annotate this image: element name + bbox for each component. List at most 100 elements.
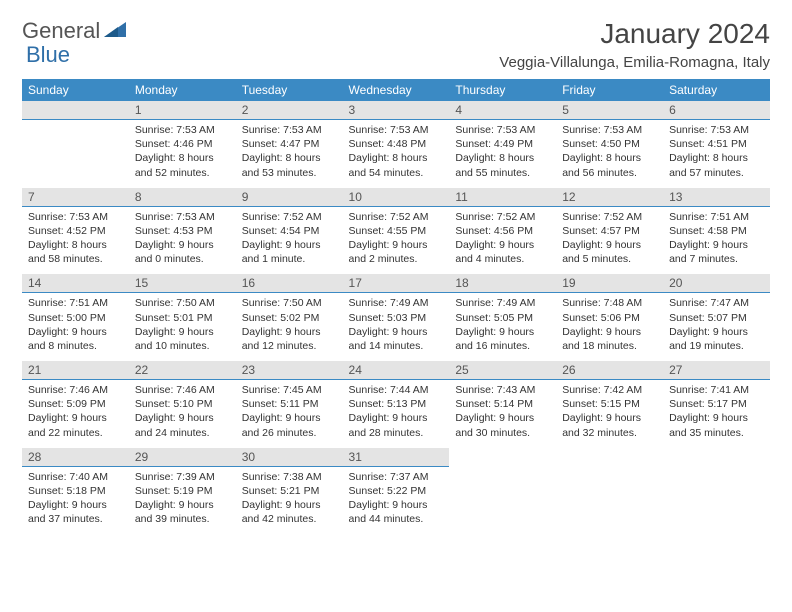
- day-info: Sunrise: 7:38 AMSunset: 5:21 PMDaylight:…: [236, 467, 343, 535]
- sunset-text: Sunset: 4:48 PM: [349, 137, 444, 151]
- day-number: 26: [556, 361, 663, 380]
- sunset-text: Sunset: 4:46 PM: [135, 137, 230, 151]
- daylight-text: Daylight: 9 hours and 16 minutes.: [455, 325, 550, 353]
- day-info: Sunrise: 7:52 AMSunset: 4:57 PMDaylight:…: [556, 207, 663, 275]
- sunrise-text: Sunrise: 7:52 AM: [455, 210, 550, 224]
- sunrise-text: Sunrise: 7:46 AM: [28, 383, 123, 397]
- sunrise-text: Sunrise: 7:48 AM: [562, 296, 657, 310]
- day-number: 31: [343, 448, 450, 467]
- day-number: 24: [343, 361, 450, 380]
- day-info: Sunrise: 7:51 AMSunset: 4:58 PMDaylight:…: [663, 207, 770, 275]
- day-number: 18: [449, 274, 556, 293]
- sunrise-text: Sunrise: 7:53 AM: [135, 210, 230, 224]
- daylight-text: Daylight: 9 hours and 12 minutes.: [242, 325, 337, 353]
- sunset-text: Sunset: 5:15 PM: [562, 397, 657, 411]
- sunrise-text: Sunrise: 7:52 AM: [349, 210, 444, 224]
- daylight-text: Daylight: 9 hours and 39 minutes.: [135, 498, 230, 526]
- day-cell: 23Sunrise: 7:45 AMSunset: 5:11 PMDayligh…: [236, 361, 343, 448]
- page-title: January 2024: [499, 18, 770, 50]
- logo: General: [22, 18, 128, 44]
- day-header-row: Sunday Monday Tuesday Wednesday Thursday…: [22, 79, 770, 101]
- day-number: 30: [236, 448, 343, 467]
- daylight-text: Daylight: 8 hours and 53 minutes.: [242, 151, 337, 179]
- day-number: 13: [663, 188, 770, 207]
- day-cell: 22Sunrise: 7:46 AMSunset: 5:10 PMDayligh…: [129, 361, 236, 448]
- day-cell: 29Sunrise: 7:39 AMSunset: 5:19 PMDayligh…: [129, 448, 236, 535]
- day-info: Sunrise: 7:46 AMSunset: 5:10 PMDaylight:…: [129, 380, 236, 448]
- daylight-text: Daylight: 9 hours and 5 minutes.: [562, 238, 657, 266]
- sunrise-text: Sunrise: 7:53 AM: [135, 123, 230, 137]
- day-number: 2: [236, 101, 343, 120]
- day-info: Sunrise: 7:49 AMSunset: 5:03 PMDaylight:…: [343, 293, 450, 361]
- day-number: 5: [556, 101, 663, 120]
- empty-day-info: [22, 120, 129, 145]
- daylight-text: Daylight: 8 hours and 55 minutes.: [455, 151, 550, 179]
- day-cell: 31Sunrise: 7:37 AMSunset: 5:22 PMDayligh…: [343, 448, 450, 535]
- sunset-text: Sunset: 4:51 PM: [669, 137, 764, 151]
- sunset-text: Sunset: 4:55 PM: [349, 224, 444, 238]
- day-info: Sunrise: 7:53 AMSunset: 4:48 PMDaylight:…: [343, 120, 450, 188]
- day-cell: 8Sunrise: 7:53 AMSunset: 4:53 PMDaylight…: [129, 188, 236, 275]
- day-cell: 15Sunrise: 7:50 AMSunset: 5:01 PMDayligh…: [129, 274, 236, 361]
- day-number: 8: [129, 188, 236, 207]
- sunrise-text: Sunrise: 7:50 AM: [242, 296, 337, 310]
- sunset-text: Sunset: 5:02 PM: [242, 311, 337, 325]
- day-number: 3: [343, 101, 450, 120]
- sunset-text: Sunset: 5:13 PM: [349, 397, 444, 411]
- day-cell: 28Sunrise: 7:40 AMSunset: 5:18 PMDayligh…: [22, 448, 129, 535]
- location: Veggia-Villalunga, Emilia-Romagna, Italy: [499, 54, 770, 71]
- day-number: 15: [129, 274, 236, 293]
- logo-triangle-icon: [104, 20, 126, 43]
- week-row: 28Sunrise: 7:40 AMSunset: 5:18 PMDayligh…: [22, 448, 770, 535]
- sunset-text: Sunset: 5:14 PM: [455, 397, 550, 411]
- day-cell: 3Sunrise: 7:53 AMSunset: 4:48 PMDaylight…: [343, 101, 450, 188]
- day-number: 11: [449, 188, 556, 207]
- day-header: Saturday: [663, 79, 770, 101]
- daylight-text: Daylight: 9 hours and 7 minutes.: [669, 238, 764, 266]
- sunrise-text: Sunrise: 7:53 AM: [242, 123, 337, 137]
- day-number: 20: [663, 274, 770, 293]
- sunset-text: Sunset: 4:56 PM: [455, 224, 550, 238]
- daylight-text: Daylight: 9 hours and 30 minutes.: [455, 411, 550, 439]
- sunset-text: Sunset: 5:09 PM: [28, 397, 123, 411]
- day-header: Monday: [129, 79, 236, 101]
- day-info: Sunrise: 7:52 AMSunset: 4:56 PMDaylight:…: [449, 207, 556, 275]
- week-row: 21Sunrise: 7:46 AMSunset: 5:09 PMDayligh…: [22, 361, 770, 448]
- calendar-table: Sunday Monday Tuesday Wednesday Thursday…: [22, 79, 770, 534]
- day-cell: 14Sunrise: 7:51 AMSunset: 5:00 PMDayligh…: [22, 274, 129, 361]
- sunrise-text: Sunrise: 7:50 AM: [135, 296, 230, 310]
- day-info: Sunrise: 7:46 AMSunset: 5:09 PMDaylight:…: [22, 380, 129, 448]
- sunset-text: Sunset: 5:06 PM: [562, 311, 657, 325]
- day-cell: 2 Sunrise: 7:53 AMSunset: 4:47 PMDaylight…: [236, 101, 343, 188]
- day-number: 4: [449, 101, 556, 120]
- sunset-text: Sunset: 5:05 PM: [455, 311, 550, 325]
- daylight-text: Daylight: 9 hours and 8 minutes.: [28, 325, 123, 353]
- sunrise-text: Sunrise: 7:37 AM: [349, 470, 444, 484]
- day-cell: 13Sunrise: 7:51 AMSunset: 4:58 PMDayligh…: [663, 188, 770, 275]
- daylight-text: Daylight: 9 hours and 14 minutes.: [349, 325, 444, 353]
- day-info: Sunrise: 7:44 AMSunset: 5:13 PMDaylight:…: [343, 380, 450, 448]
- daylight-text: Daylight: 9 hours and 28 minutes.: [349, 411, 444, 439]
- daylight-text: Daylight: 8 hours and 52 minutes.: [135, 151, 230, 179]
- day-info: Sunrise: 7:53 AMSunset: 4:46 PMDaylight:…: [129, 120, 236, 188]
- day-cell: 16Sunrise: 7:50 AMSunset: 5:02 PMDayligh…: [236, 274, 343, 361]
- daylight-text: Daylight: 9 hours and 19 minutes.: [669, 325, 764, 353]
- page-header: General January 2024 Veggia-Villalunga, …: [22, 18, 770, 71]
- sunrise-text: Sunrise: 7:46 AM: [135, 383, 230, 397]
- sunset-text: Sunset: 4:57 PM: [562, 224, 657, 238]
- sunrise-text: Sunrise: 7:49 AM: [349, 296, 444, 310]
- day-header: Wednesday: [343, 79, 450, 101]
- sunset-text: Sunset: 5:07 PM: [669, 311, 764, 325]
- daylight-text: Daylight: 9 hours and 2 minutes.: [349, 238, 444, 266]
- sunrise-text: Sunrise: 7:52 AM: [242, 210, 337, 224]
- day-header: Tuesday: [236, 79, 343, 101]
- day-number: 22: [129, 361, 236, 380]
- day-cell: [556, 448, 663, 535]
- sunset-text: Sunset: 4:47 PM: [242, 137, 337, 151]
- day-cell: 1Sunrise: 7:53 AMSunset: 4:46 PMDaylight…: [129, 101, 236, 188]
- day-cell: 4Sunrise: 7:53 AMSunset: 4:49 PMDaylight…: [449, 101, 556, 188]
- day-number: 27: [663, 361, 770, 380]
- day-info: Sunrise: 7:50 AMSunset: 5:01 PMDaylight:…: [129, 293, 236, 361]
- day-info: Sunrise: 7:41 AMSunset: 5:17 PMDaylight:…: [663, 380, 770, 448]
- logo-part1: General: [22, 18, 100, 44]
